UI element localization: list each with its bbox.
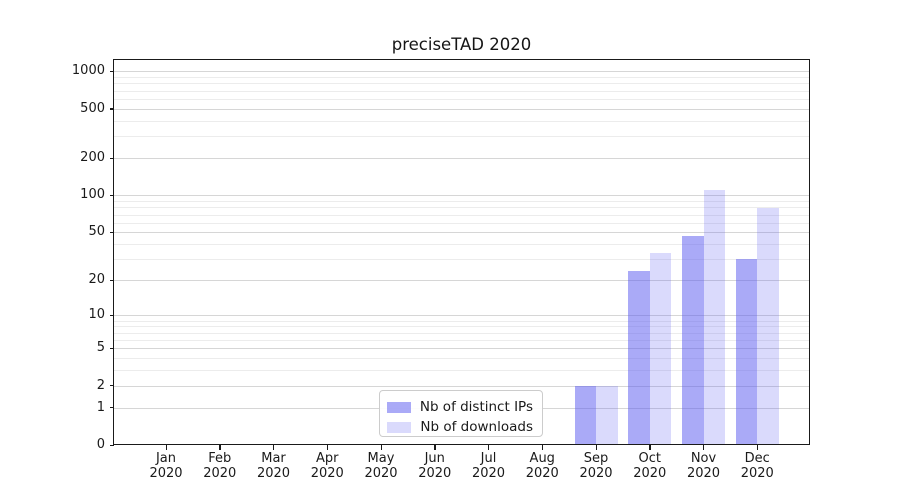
gridline-minor: [114, 320, 810, 322]
gridline-minor: [114, 83, 810, 85]
y-axis-tick-label: 50: [88, 224, 105, 240]
x-axis-tick: [595, 445, 597, 450]
gridline-minor: [114, 99, 810, 101]
x-axis-tick: [649, 445, 651, 450]
x-axis-tick-label: May 2020: [364, 451, 398, 481]
gridline-minor: [114, 259, 810, 261]
legend-label-distinct-ips: Nb of distinct IPs: [419, 399, 533, 415]
x-axis-tick-label: Sep 2020: [579, 451, 613, 481]
downloads-swatch-icon: [387, 421, 412, 433]
gridline-major: [114, 108, 810, 110]
gridline-minor: [114, 244, 810, 246]
x-axis-tick-label: Jan 2020: [149, 451, 183, 481]
x-axis-tick: [380, 445, 382, 450]
bar-ips-sep: [574, 385, 596, 445]
bar-downloads-sep: [596, 385, 618, 445]
y-axis-tick: [109, 108, 114, 110]
y-axis-tick: [109, 231, 114, 234]
y-axis-tick: [109, 385, 114, 387]
gridline-major: [114, 71, 810, 73]
gridline-minor: [114, 77, 810, 79]
legend-label-downloads: Nb of downloads: [420, 419, 533, 435]
gridline-major: [114, 315, 810, 317]
axes-frame: [113, 59, 810, 445]
y-axis-tick-label: 1000: [71, 63, 105, 79]
x-axis-tick: [219, 445, 221, 450]
legend-item-downloads: Nb of downloads: [387, 417, 533, 437]
gridline-minor: [114, 207, 810, 209]
x-axis-tick: [703, 445, 705, 450]
bar-ips-dec: [735, 259, 758, 445]
gridline-minor: [114, 339, 810, 341]
gridline-minor: [114, 326, 810, 328]
gridline-minor: [114, 120, 810, 122]
y-axis-tick-label: 500: [80, 100, 105, 116]
x-axis-tick-label: Jul 2020: [471, 451, 506, 481]
gridline-major: [114, 195, 810, 197]
x-axis-tick-label: Mar 2020: [256, 451, 291, 481]
x-axis-tick: [273, 445, 275, 450]
bar-downloads-nov: [703, 189, 725, 445]
y-axis-tick-label: 0: [96, 437, 105, 452]
x-axis-tick-label: Aug 2020: [525, 451, 559, 481]
y-axis-tick-label: 200: [80, 150, 105, 166]
x-axis-tick: [488, 445, 490, 450]
gridline-major: [114, 232, 810, 234]
gridline-minor: [114, 90, 810, 92]
gridline-major: [114, 348, 810, 350]
y-axis-tick: [109, 407, 114, 409]
x-axis-tick-label: Feb 2020: [203, 451, 237, 481]
y-axis-tick-label: 10: [88, 307, 105, 323]
x-axis-tick: [434, 445, 436, 450]
x-axis-tick: [165, 445, 167, 450]
distinct-ips-swatch-icon: [387, 401, 411, 413]
bar-ips-nov: [682, 235, 704, 445]
y-axis-tick-label: 20: [88, 272, 105, 288]
legend: Nb of distinct IPs Nb of downloads: [379, 390, 543, 437]
gridline-minor: [114, 136, 810, 138]
y-axis-tick: [109, 314, 114, 317]
y-axis-tick-label: 5: [96, 340, 105, 356]
y-axis-tick: [109, 194, 114, 197]
y-axis-tick-label: 1: [96, 399, 105, 415]
x-axis-tick-label: Dec 2020: [740, 451, 774, 481]
x-axis-tick-label: Jun 2020: [418, 451, 452, 481]
y-axis-tick: [109, 279, 114, 282]
bar-ips-oct: [628, 270, 650, 445]
gridline-major: [114, 158, 810, 160]
y-axis-tick: [109, 70, 114, 73]
x-axis-tick: [326, 445, 329, 450]
gridline-minor: [114, 222, 810, 224]
gridline-minor: [114, 370, 810, 372]
gridline-minor: [114, 214, 810, 216]
y-axis-tick-label: 2: [96, 377, 105, 393]
x-axis-tick-label: Nov 2020: [686, 451, 721, 481]
bar-downloads-oct: [649, 252, 672, 445]
y-axis-tick: [109, 347, 114, 349]
bar-downloads-dec: [757, 208, 779, 445]
x-axis-tick: [541, 445, 544, 450]
gridline-minor: [114, 201, 810, 203]
x-axis-tick: [756, 445, 759, 450]
x-axis-tick-label: Oct 2020: [633, 451, 667, 481]
gridline-major: [114, 385, 810, 387]
chart-title: preciseTAD 2020: [391, 35, 532, 54]
y-axis-tick: [109, 157, 114, 160]
gridline-major: [114, 280, 810, 282]
legend-item-distinct-ips: Nb of distinct IPs: [387, 397, 533, 417]
gridline-minor: [114, 357, 810, 359]
x-axis-tick-label: Apr 2020: [310, 451, 344, 481]
y-axis-tick: [109, 444, 114, 446]
gridline-minor: [114, 332, 810, 334]
y-axis-tick-label: 100: [80, 187, 105, 203]
